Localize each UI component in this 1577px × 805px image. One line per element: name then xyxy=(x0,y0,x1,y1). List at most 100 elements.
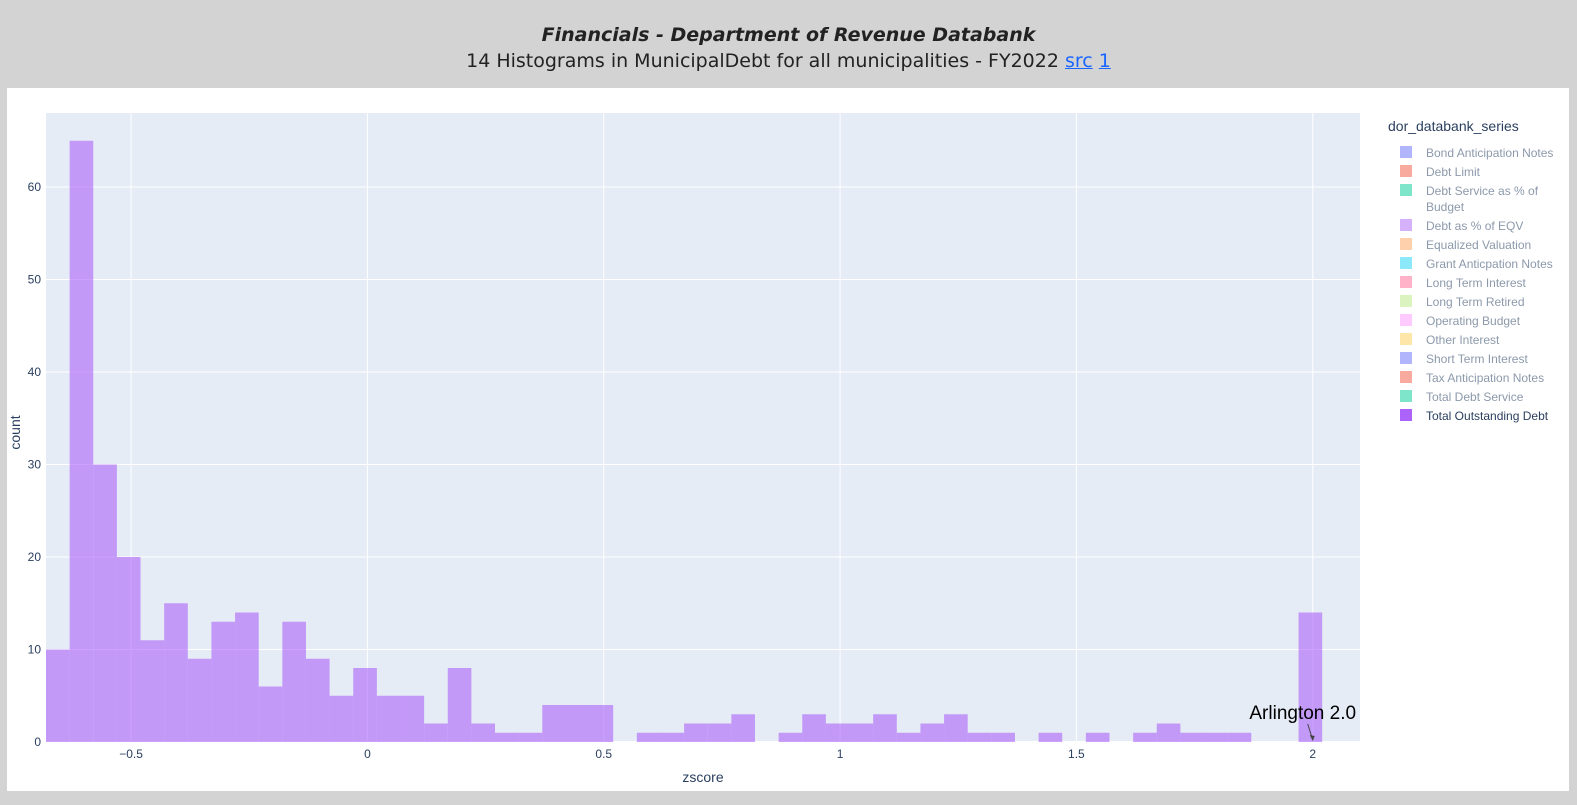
histogram-bar[interactable] xyxy=(991,732,1015,742)
histogram-bar[interactable] xyxy=(1180,732,1205,742)
x-tick-label: 0.5 xyxy=(595,747,612,761)
legend-item[interactable]: Debt Service as % of Budget xyxy=(1400,184,1539,214)
histogram-bar[interactable] xyxy=(305,658,330,742)
legend-swatch xyxy=(1400,184,1412,196)
histogram-bar[interactable] xyxy=(896,732,921,742)
histogram-bar[interactable] xyxy=(731,714,755,742)
histogram-bar[interactable] xyxy=(684,723,708,743)
y-tick-label: 30 xyxy=(28,458,42,472)
legend: dor_databank_series Bond Anticipation No… xyxy=(1388,118,1553,423)
legend-item[interactable]: Short Term Interest xyxy=(1400,352,1528,366)
legend-swatch xyxy=(1400,219,1412,231)
histogram-bar[interactable] xyxy=(46,649,70,743)
histogram-bar[interactable] xyxy=(542,705,566,742)
legend-label-line: Total Debt Service xyxy=(1426,390,1524,404)
histogram-bar[interactable] xyxy=(447,668,472,742)
legend-label-line: Short Term Interest xyxy=(1426,352,1528,366)
histogram-bar[interactable] xyxy=(636,732,661,742)
y-tick-label: 50 xyxy=(28,273,42,287)
histogram-bar[interactable] xyxy=(495,732,519,742)
histogram-bar[interactable] xyxy=(116,557,141,742)
histogram-bar[interactable] xyxy=(944,714,968,742)
legend-label: Long Term Interest xyxy=(1426,276,1526,290)
histogram-bar[interactable] xyxy=(1204,732,1228,742)
legend-swatch xyxy=(1400,371,1412,383)
chart-subtitle: 14 Histograms in MunicipalDebt for all m… xyxy=(0,48,1577,74)
histogram-bar[interactable] xyxy=(849,723,874,743)
legend-label: Short Term Interest xyxy=(1426,352,1528,366)
histogram-bar[interactable] xyxy=(424,723,448,743)
histogram-bar[interactable] xyxy=(329,695,354,742)
legend-item[interactable]: Other Interest xyxy=(1400,333,1500,347)
histogram-bar[interactable] xyxy=(1133,732,1157,742)
legend-item[interactable]: Debt as % of EQV xyxy=(1400,219,1523,233)
histogram-bar[interactable] xyxy=(1156,723,1181,743)
legend-label-line: Total Outstanding Debt xyxy=(1426,409,1549,423)
histogram-bar[interactable] xyxy=(258,686,283,743)
histogram-bar[interactable] xyxy=(920,723,945,743)
histogram-bar[interactable] xyxy=(660,732,685,742)
legend-item[interactable]: Grant Anticpation Notes xyxy=(1400,257,1553,271)
legend-item[interactable]: Long Term Interest xyxy=(1400,276,1526,290)
ref-link-1[interactable]: 1 xyxy=(1098,50,1111,72)
legend-label: Debt Limit xyxy=(1426,165,1481,179)
histogram-bar[interactable] xyxy=(1298,612,1323,743)
histogram-bar[interactable] xyxy=(778,732,803,742)
legend-label: Tax Anticipation Notes xyxy=(1426,371,1544,385)
legend-item[interactable]: Operating Budget xyxy=(1400,314,1521,328)
y-tick-label: 40 xyxy=(28,365,42,379)
histogram-bar[interactable] xyxy=(164,603,188,742)
histogram-bar[interactable] xyxy=(589,705,614,742)
legend-label-line: Equalized Valuation xyxy=(1426,238,1531,252)
histogram-bar[interactable] xyxy=(967,732,992,742)
histogram-bar[interactable] xyxy=(873,714,897,742)
x-tick-label: 1.5 xyxy=(1068,747,1085,761)
histogram-bar[interactable] xyxy=(1227,732,1252,742)
histogram-bar[interactable] xyxy=(802,714,826,742)
histogram-bar[interactable] xyxy=(518,732,543,742)
histogram-bar[interactable] xyxy=(187,658,212,742)
histogram-bar[interactable] xyxy=(353,668,377,742)
legend-label-line: Tax Anticipation Notes xyxy=(1426,371,1544,385)
legend-item[interactable]: Total Debt Service xyxy=(1400,390,1524,404)
y-tick-label: 60 xyxy=(28,180,42,194)
x-tick-label: 1 xyxy=(837,747,844,761)
src-link[interactable]: src xyxy=(1064,50,1093,72)
histogram-bar[interactable] xyxy=(825,723,850,743)
y-tick-label: 20 xyxy=(28,550,42,564)
histogram-bar[interactable] xyxy=(707,723,732,743)
legend-label-line: Grant Anticpation Notes xyxy=(1426,257,1553,271)
plot-area xyxy=(46,113,1360,742)
legend-item[interactable]: Tax Anticipation Notes xyxy=(1400,371,1544,385)
legend-label: Long Term Retired xyxy=(1426,295,1525,309)
histogram-bar[interactable] xyxy=(93,464,117,743)
histogram-bar[interactable] xyxy=(69,140,94,742)
histogram-bar[interactable] xyxy=(400,695,425,742)
legend-label: Bond Anticipation Notes xyxy=(1426,146,1553,160)
histogram-bar[interactable] xyxy=(235,612,259,743)
legend-swatch xyxy=(1400,238,1412,250)
histogram-bar[interactable] xyxy=(376,695,401,742)
histogram-bar[interactable] xyxy=(1038,732,1063,742)
legend-swatch xyxy=(1400,333,1412,345)
histogram-bar[interactable] xyxy=(282,621,306,742)
legend-swatch xyxy=(1400,295,1412,307)
histogram-bar[interactable] xyxy=(140,640,165,742)
legend-item[interactable]: Equalized Valuation xyxy=(1400,238,1531,252)
legend-label-line: Other Interest xyxy=(1426,333,1500,347)
legend-swatch xyxy=(1400,165,1412,177)
histogram-bar[interactable] xyxy=(211,621,236,742)
y-axis-title: count xyxy=(7,415,23,449)
legend-item[interactable]: Total Outstanding Debt xyxy=(1400,409,1549,423)
legend-item[interactable]: Bond Anticipation Notes xyxy=(1400,146,1553,160)
legend-item[interactable]: Debt Limit xyxy=(1400,165,1481,179)
histogram-bar[interactable] xyxy=(471,723,496,743)
histogram-bar[interactable] xyxy=(1085,732,1110,742)
legend-item[interactable]: Long Term Retired xyxy=(1400,295,1525,309)
legend-label-line: Budget xyxy=(1426,200,1465,214)
legend-title: dor_databank_series xyxy=(1388,118,1519,134)
histogram-bar[interactable] xyxy=(565,705,590,742)
legend-label-line: Debt Service as % of xyxy=(1426,184,1539,198)
